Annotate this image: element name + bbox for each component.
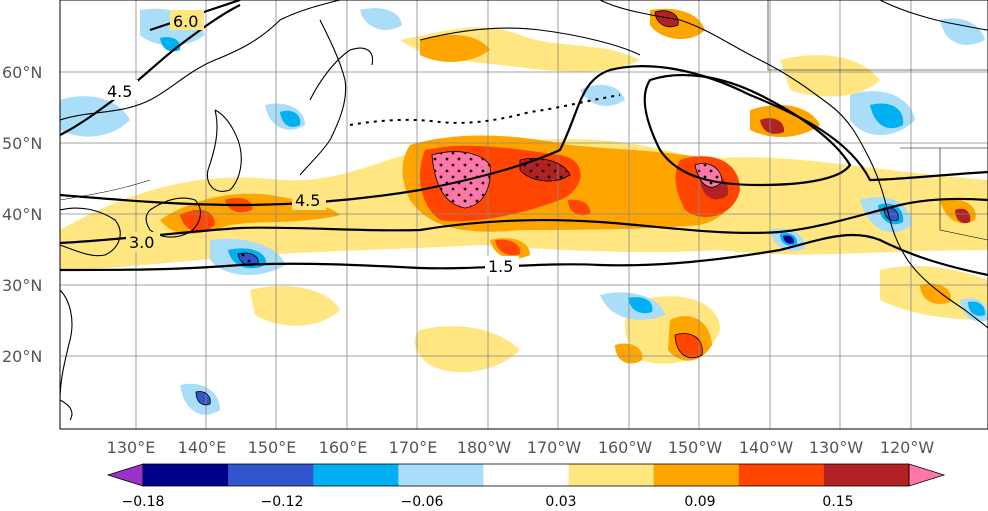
colorbar-tick-label: 0.15 (822, 494, 853, 510)
lon-label: 160°W (598, 438, 653, 457)
isolines (60, 0, 988, 277)
lon-label: 140°W (739, 438, 794, 457)
contour-label: 3.0 (129, 233, 154, 252)
lon-label: 180°W (457, 438, 512, 457)
colorbar-cell (398, 464, 484, 486)
lon-label: 130°E (107, 438, 156, 457)
colorbar (106, 463, 946, 487)
colorbar-cell (823, 464, 910, 486)
contour-label-group: 6.0 4.5 4.5 3.0 1.5 (104, 10, 519, 276)
colorbar-cell (653, 464, 740, 486)
plot-frame (59, 0, 988, 430)
colorbar-cell (228, 464, 314, 486)
lon-label: 150°W (668, 438, 723, 457)
colorbar-cell (313, 464, 399, 486)
lat-label: 50°N (2, 134, 42, 153)
colorbar-tick-label: 0.09 (684, 494, 715, 510)
lon-label: 170°E (389, 438, 438, 457)
lon-labels: 130°E 140°E 150°E 160°E 170°E 180°W 170°… (107, 438, 935, 457)
colorbar-cell (738, 464, 825, 486)
colorbar-tick-label: −0.18 (122, 494, 165, 510)
colorbar-ticks: −0.18 −0.12 −0.06 0.03 0.09 0.15 (122, 494, 854, 510)
colorbar-tick-label: −0.06 (401, 494, 444, 510)
lon-label: 160°E (319, 438, 368, 457)
contour-label: 4.5 (107, 82, 132, 101)
lon-label: 140°E (178, 438, 227, 457)
lon-label: 130°W (809, 438, 864, 457)
significance-contours (195, 10, 899, 406)
colorbar-cell (483, 464, 570, 486)
colorbar-extend-low (106, 463, 144, 487)
lat-labels: 60°N 50°N 40°N 30°N 20°N (2, 63, 42, 366)
lat-label: 60°N (2, 63, 42, 82)
colorbar-cell (143, 464, 229, 486)
colorbar-tick-label: −0.12 (261, 494, 304, 510)
lon-label: 150°E (248, 438, 297, 457)
lat-label: 40°N (2, 205, 42, 224)
lon-label: 120°W (880, 438, 935, 457)
lat-label: 30°N (2, 276, 42, 295)
colorbar-cell (568, 464, 655, 486)
colorbar-tick-label: 0.03 (545, 494, 576, 510)
lon-label: 170°W (527, 438, 582, 457)
contour-label: 1.5 (488, 257, 513, 276)
lat-label: 20°N (2, 347, 42, 366)
colorbar-extend-high (908, 463, 946, 487)
coastlines (60, 0, 988, 421)
contour-label: 6.0 (173, 12, 198, 31)
contour-label: 4.5 (295, 191, 320, 210)
